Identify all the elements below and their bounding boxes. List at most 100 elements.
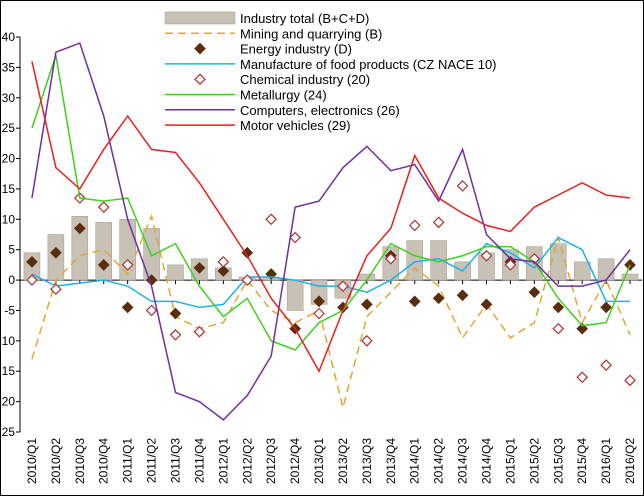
y-tick-label: -15	[0, 364, 15, 378]
y-tick-label: -25	[0, 425, 15, 439]
marker	[169, 307, 182, 320]
y-tick-label: 5	[8, 243, 15, 257]
marker	[193, 325, 206, 338]
marker	[217, 255, 230, 268]
legend-label: Motor vehicles (29)	[240, 118, 351, 133]
marker	[313, 307, 325, 320]
x-tick-label: 2015/Q1	[503, 438, 517, 484]
x-tick-label: 2012/Q3	[264, 438, 278, 484]
marker	[169, 328, 182, 341]
y-tick-label: -5	[4, 303, 15, 317]
marker	[265, 213, 278, 226]
marker	[432, 216, 445, 229]
marker	[408, 295, 421, 308]
marker	[50, 246, 62, 259]
bar	[167, 264, 184, 281]
marker	[480, 249, 493, 262]
y-tick-label: 10	[2, 212, 16, 226]
marker	[456, 289, 469, 302]
marker	[241, 274, 254, 286]
bar	[286, 279, 304, 311]
x-tick-label: 2016/Q1	[599, 438, 613, 484]
marker	[97, 259, 110, 271]
marker	[576, 371, 589, 384]
marker	[408, 219, 421, 232]
x-tick-label: 2014/Q1	[408, 438, 422, 484]
marker	[384, 252, 397, 265]
x-tick-label: 2015/Q3	[551, 438, 565, 484]
legend-label: Mining and quarrying (B)	[240, 26, 382, 41]
x-tick-label: 2013/Q4	[384, 438, 398, 484]
marker	[361, 334, 373, 347]
y-tick-label: -20	[0, 395, 15, 409]
x-tick-label: 2010/Q2	[49, 438, 63, 484]
y-tick-label: 20	[2, 152, 16, 166]
x-tick-label: 2011/Q4	[192, 438, 206, 483]
x-tick-label: 2014/Q4	[480, 438, 494, 484]
marker	[50, 283, 62, 296]
legend-swatch	[194, 73, 206, 86]
series-line	[31, 61, 631, 373]
marker	[26, 255, 38, 268]
legend-label: Metallurgy (24)	[240, 88, 327, 103]
bar	[550, 243, 567, 281]
marker	[480, 298, 493, 311]
marker	[121, 259, 134, 271]
x-tick-label: 2011/Q2	[145, 438, 159, 483]
y-tick-label: -10	[0, 334, 15, 348]
y-tick-label: 30	[2, 91, 16, 105]
legend-label: Chemical industry (20)	[240, 72, 370, 87]
x-tick-label: 2012/Q4	[288, 438, 302, 484]
bar	[119, 219, 136, 281]
x-tick-label: 2015/Q4	[575, 438, 589, 484]
marker	[361, 298, 373, 311]
x-tick-label: 2015/Q2	[527, 438, 541, 484]
marker	[504, 259, 517, 271]
marker	[97, 201, 110, 214]
series-line	[31, 236, 631, 309]
x-tick-label: 2010/Q4	[97, 438, 111, 484]
legend-label: Energy industry (D)	[240, 42, 352, 57]
marker	[528, 286, 541, 299]
legend-swatch	[194, 42, 206, 55]
x-tick-label: 2010/Q1	[25, 438, 39, 484]
marker	[337, 280, 349, 293]
marker	[313, 295, 325, 308]
x-tick-label: 2013/Q3	[360, 438, 374, 484]
marker	[552, 301, 565, 314]
marker	[145, 304, 158, 317]
bar	[621, 273, 639, 281]
legend-label: Computers, electronics (26)	[240, 103, 400, 118]
marker	[193, 262, 206, 274]
x-tick-label: 2010/Q3	[73, 438, 87, 484]
bar	[71, 216, 89, 281]
marker	[26, 274, 38, 286]
x-tick-label: 2013/Q1	[312, 438, 326, 484]
y-tick-label: 35	[2, 60, 16, 74]
y-tick-label: 40	[2, 30, 16, 44]
marker	[217, 265, 230, 277]
marker	[576, 322, 589, 335]
marker	[121, 301, 134, 314]
marker	[265, 268, 278, 280]
marker	[528, 252, 541, 265]
marker	[432, 292, 445, 305]
x-tick-label: 2012/Q1	[216, 438, 230, 484]
marker	[456, 180, 469, 192]
y-tick-label: 15	[2, 182, 16, 196]
legend-swatch	[164, 11, 236, 25]
x-tick-label: 2011/Q1	[121, 438, 135, 483]
y-tick-label: 0	[8, 273, 15, 287]
marker	[600, 359, 612, 372]
bar	[573, 261, 591, 281]
series-line	[31, 54, 631, 351]
x-tick-label: 2014/Q2	[432, 438, 446, 484]
marker	[624, 374, 636, 387]
x-tick-label: 2014/Q3	[456, 438, 470, 484]
legend-label: Manufacture of food products (CZ NACE 10…	[240, 57, 497, 72]
x-tick-label: 2012/Q2	[240, 438, 254, 484]
marker	[289, 231, 301, 244]
legend-label: Industry total (B+C+D)	[240, 11, 369, 26]
y-tick-label: 25	[2, 121, 16, 135]
